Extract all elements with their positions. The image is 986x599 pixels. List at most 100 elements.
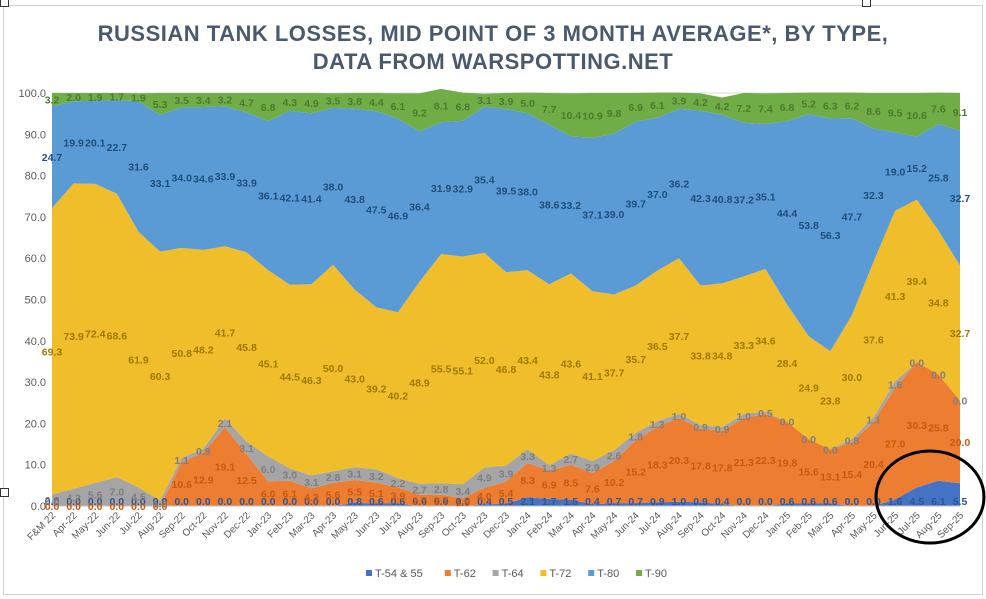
data-label: 55.1 [453, 365, 474, 377]
y-tick-label: 0.0 [31, 501, 46, 513]
data-label: 0.0 [304, 496, 319, 508]
data-label: 1.5 [564, 496, 579, 508]
data-label: 46.9 [388, 210, 409, 222]
data-label: 9.1 [953, 107, 968, 119]
data-label: 55.5 [431, 364, 452, 376]
data-label: 0.0 [110, 501, 125, 513]
data-label: 4.9 [477, 473, 492, 485]
data-label: 2.7 [412, 484, 427, 496]
data-label: 0.0 [434, 496, 449, 508]
data-label: 50.8 [171, 348, 192, 360]
legend: T-54 & 55 T-62 T-64 T-72 T-80 T-90 [366, 568, 667, 580]
data-label: 30.3 [907, 420, 928, 432]
data-label: 2.6 [607, 451, 622, 463]
data-label: 43.8 [539, 370, 560, 382]
data-label: 30.0 [842, 372, 863, 384]
data-label: 4.4 [369, 97, 384, 109]
data-label: 0.0 [174, 496, 189, 508]
data-label: 6.1 [931, 496, 946, 508]
legend-swatch [540, 570, 547, 576]
data-label: 69.3 [42, 346, 63, 358]
data-label: 6.9 [628, 102, 643, 114]
data-label: 9.5 [888, 108, 903, 120]
data-label: 1.9 [88, 92, 103, 104]
data-label: 43.0 [344, 373, 365, 385]
data-label: 33.1 [150, 178, 171, 190]
resize-handle-left[interactable] [0, 488, 9, 497]
y-axis: 0.0 10.0 20.0 30.0 40.0 50.0 60.0 70.0 80.0 90.0 1… [18, 88, 46, 513]
data-label: 9.2 [412, 107, 427, 119]
resize-handle-top-left[interactable] [0, 0, 9, 7]
data-label: 40.2 [388, 390, 409, 402]
data-label: 3.9 [499, 469, 514, 481]
data-label: 0.0 [45, 496, 60, 508]
data-label: 10.9 [582, 111, 603, 123]
data-label: 4.2 [715, 101, 730, 113]
y-tick-label: 90.0 [25, 129, 46, 141]
data-label: 0.0 [66, 496, 81, 508]
area-t-90 [52, 88, 960, 138]
data-label: 3.9 [391, 490, 406, 502]
data-label: 0.8 [845, 436, 860, 448]
data-label: 0.0 [780, 417, 795, 429]
data-label: 0.9 [693, 422, 708, 434]
data-label: 13.1 [820, 471, 841, 483]
data-label: 5.6 [326, 489, 341, 501]
data-label: 17.8 [690, 461, 711, 473]
data-label: 3.5 [174, 95, 189, 107]
data-label: 6.1 [650, 100, 665, 112]
data-label: 6.8 [261, 102, 276, 114]
data-label: 38.0 [517, 187, 538, 199]
data-label: 61.9 [128, 355, 149, 367]
area-t-72 [52, 183, 960, 501]
data-label: 2.8 [434, 484, 449, 496]
data-label: 0.0 [88, 496, 103, 508]
data-label: 0.0 [953, 396, 968, 408]
data-label: 2.7 [412, 495, 427, 507]
data-label: 0.4 [477, 496, 492, 508]
data-label: 0.0 [845, 496, 860, 508]
data-label: 34.8 [928, 297, 949, 309]
data-label: 46.3 [301, 375, 322, 387]
data-label: 3.1 [239, 443, 254, 455]
data-label: 24.9 [798, 383, 819, 395]
data-label: 7.4 [758, 104, 773, 116]
y-tick-label: 40.0 [25, 336, 46, 348]
legend-swatch [366, 570, 372, 576]
data-label: 32.3 [863, 190, 884, 202]
data-label: 0.0 [196, 496, 211, 508]
data-label: 4.5 [909, 496, 924, 508]
highlight-circle-annotation [874, 449, 986, 545]
data-label: 0.6 [801, 496, 816, 508]
data-label: 2.7 [434, 495, 449, 507]
data-label: 8.6 [866, 106, 881, 118]
data-label: 6.2 [845, 100, 860, 112]
data-label: 37.2 [734, 195, 755, 207]
data-label: 32.9 [453, 184, 474, 196]
data-label: 52.0 [474, 355, 495, 367]
data-label: 8.1 [434, 101, 449, 113]
data-label: 34.6 [755, 335, 776, 347]
resize-handle-top-right[interactable] [862, 0, 871, 7]
data-label: 10.4 [561, 110, 582, 122]
data-label: 19.9 [63, 137, 84, 149]
data-label: 39.0 [604, 209, 625, 221]
data-label: 36.1 [258, 191, 279, 203]
data-label: 41.3 [885, 291, 906, 303]
data-label: 20.1 [85, 137, 106, 149]
data-label: 0.0 [153, 501, 168, 513]
data-label: 3.2 [218, 95, 233, 107]
data-label: 20.4 [863, 459, 884, 471]
data-label: 10.2 [604, 477, 625, 489]
data-label: 19.8 [777, 458, 798, 470]
data-label: 6.0 [261, 489, 276, 501]
data-label: 47.5 [366, 204, 387, 216]
data-label: 53.8 [798, 220, 819, 232]
data-label: 37.7 [669, 331, 690, 343]
data-label: 3.4 [196, 95, 211, 107]
data-label: 35.7 [625, 354, 646, 366]
data-label: 2.8 [326, 472, 341, 484]
data-label: 1.1 [866, 414, 881, 426]
data-label: 0.0 [110, 496, 125, 508]
